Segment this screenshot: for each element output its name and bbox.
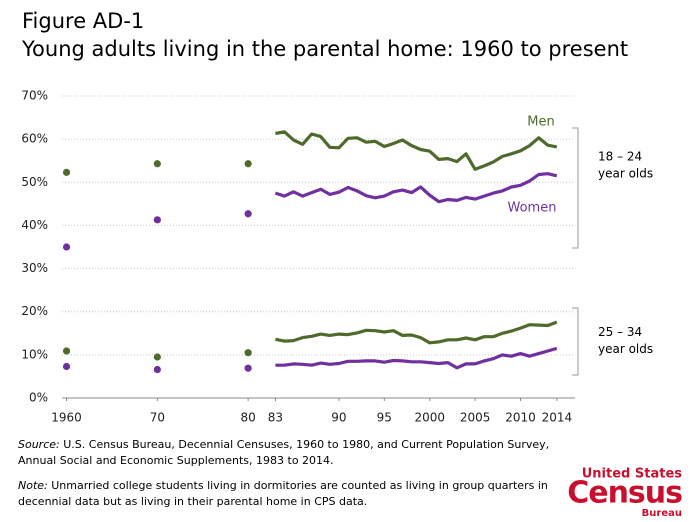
x-tick-label: 90: [331, 411, 346, 425]
dot: [153, 160, 161, 168]
dot: [244, 210, 252, 218]
x-tick-label: 70: [150, 411, 165, 425]
chart-title: Young adults living in the parental home…: [21, 37, 628, 61]
line: [275, 346, 558, 370]
x-tick-label: 1960: [51, 411, 82, 425]
dot: [62, 362, 71, 371]
y-tick-label: 40%: [21, 218, 48, 232]
dot: [62, 168, 71, 176]
line: [274, 172, 558, 204]
series-label: Women: [508, 201, 557, 216]
dot: [153, 365, 161, 374]
group-label: year olds: [598, 342, 653, 356]
note-text: Unmarried college students living in dor…: [51, 479, 548, 492]
x-tick-label: 2010: [505, 411, 536, 425]
x-tick-label: 2005: [460, 411, 491, 425]
line: [275, 320, 558, 345]
dot: [62, 347, 71, 355]
series-label: Men: [527, 115, 554, 130]
line: [275, 130, 558, 171]
dot: [244, 364, 252, 372]
y-tick-label: 0%: [29, 391, 48, 405]
dot: [153, 353, 161, 361]
note: Note: Unmarried college students living …: [18, 479, 548, 492]
y-tick-label: 30%: [21, 261, 48, 275]
bracket: [572, 127, 579, 249]
y-tick-label: 60%: [21, 132, 48, 146]
source-text: U.S. Census Bureau, Decennial Censuses, …: [63, 438, 549, 451]
logo-top: United States: [582, 467, 683, 482]
x-tick-label: 2000: [414, 411, 445, 425]
bracket: [572, 307, 579, 376]
dot: [244, 160, 252, 168]
y-tick-label: 50%: [21, 175, 48, 189]
logo-bottom: Bureau: [642, 508, 682, 519]
dot: [62, 243, 71, 251]
x-tick-label: 95: [377, 411, 392, 425]
source: Annual Social and Economic Supplements, …: [18, 454, 334, 467]
y-tick-label: 10%: [21, 347, 48, 361]
y-tick-label: 20%: [21, 304, 48, 318]
dot: [153, 216, 161, 224]
group-label: 25 – 34: [598, 325, 642, 339]
logo-main: Census: [567, 476, 682, 511]
note: decennial data but as living in their pa…: [18, 495, 367, 508]
y-tick-label: 70%: [21, 89, 48, 103]
note-label: Note:: [18, 479, 48, 492]
group-label: year olds: [598, 167, 653, 181]
figure-label: Figure AD-1: [22, 9, 144, 33]
x-tick-label: 83: [268, 411, 283, 425]
x-tick-label: 2014: [542, 411, 573, 425]
source: Source: U.S. Census Bureau, Decennial Ce…: [18, 438, 549, 451]
x-tick-label: 80: [240, 411, 255, 425]
dot: [244, 349, 252, 357]
source-label: Source:: [18, 438, 60, 451]
group-label: 18 – 24: [598, 150, 642, 164]
